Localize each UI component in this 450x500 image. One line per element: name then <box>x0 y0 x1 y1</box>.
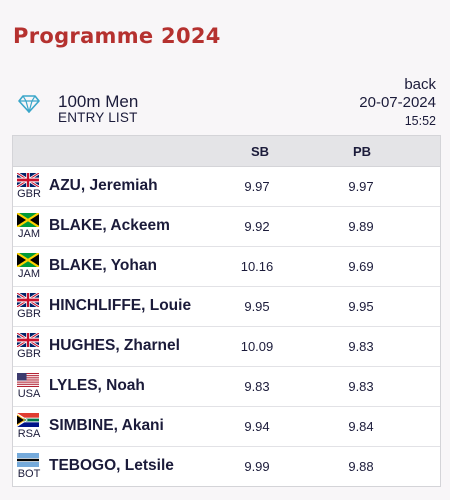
bot-flag-icon <box>17 453 39 467</box>
event-time: 15:52 <box>404 114 436 128</box>
entry-list-table: SB PB GBR AZU, Jeremiah 9.97 9.97 JAM BLAKE, … <box>12 135 441 487</box>
table-row[interactable]: GBR HUGHES, Zharnel 10.09 9.83 <box>13 327 440 367</box>
jam-flag-icon <box>16 251 40 269</box>
rsa-flag-icon <box>17 413 39 427</box>
athlete-name[interactable]: TEBOGO, Letsile <box>49 457 174 474</box>
table-row[interactable]: BOT TEBOGO, Letsile 9.99 9.88 <box>13 447 440 486</box>
personal-best: 9.84 <box>348 419 374 434</box>
personal-best: 9.83 <box>348 379 374 394</box>
gbr-flag-icon <box>16 171 40 189</box>
table-row[interactable]: USA LYLES, Noah 9.83 9.83 <box>13 367 440 407</box>
gbr-flag-icon <box>16 291 40 309</box>
personal-best: 9.83 <box>348 339 374 354</box>
season-best: 9.95 <box>244 299 270 314</box>
event-subtitle: ENTRY LIST <box>58 110 138 125</box>
personal-best: 9.95 <box>348 299 374 314</box>
table-row[interactable]: RSA SIMBINE, Akani 9.94 9.84 <box>13 407 440 447</box>
country-code: JAM <box>18 268 40 280</box>
athlete-name[interactable]: BLAKE, Ackeem <box>49 217 170 234</box>
table-row[interactable]: GBR AZU, Jeremiah 9.97 9.97 <box>13 167 440 207</box>
usa-flag-icon <box>17 373 39 387</box>
country-code: GBR <box>17 308 41 320</box>
athlete-name[interactable]: LYLES, Noah <box>49 377 145 394</box>
event-header: 100m Men ENTRY LIST back 20-07-2024 15:5… <box>0 76 450 132</box>
page-title: Programme 2024 <box>13 24 221 48</box>
athlete-name[interactable]: SIMBINE, Akani <box>49 417 164 434</box>
table-header: SB PB <box>13 136 440 167</box>
country-code: GBR <box>17 348 41 360</box>
season-best: 9.92 <box>244 219 270 234</box>
personal-best: 9.88 <box>348 459 374 474</box>
season-best: 9.99 <box>244 459 270 474</box>
personal-best: 9.89 <box>348 219 374 234</box>
season-best: 10.16 <box>240 259 274 274</box>
season-best: 9.97 <box>244 179 270 194</box>
season-best: 9.94 <box>244 419 270 434</box>
column-header-sb: SB <box>251 144 270 159</box>
season-best: 9.83 <box>244 379 270 394</box>
country-code: USA <box>17 388 41 400</box>
athlete-name[interactable]: HUGHES, Zharnel <box>49 337 180 354</box>
table-row[interactable]: JAM BLAKE, Ackeem 9.92 9.89 <box>13 207 440 247</box>
gbr-flag-icon <box>16 331 40 349</box>
table-row[interactable]: JAM BLAKE, Yohan 10.16 9.69 <box>13 247 440 287</box>
jam-flag-icon <box>16 211 40 229</box>
diamond-icon <box>18 95 40 113</box>
table-body: GBR AZU, Jeremiah 9.97 9.97 JAM BLAKE, Ackeem… <box>13 167 440 486</box>
column-header-pb: PB <box>353 144 372 159</box>
country-code: GBR <box>17 188 41 200</box>
country-code: BOT <box>17 468 41 480</box>
athlete-name[interactable]: HINCHLIFFE, Louie <box>49 297 192 314</box>
athlete-name[interactable]: AZU, Jeremiah <box>49 177 158 194</box>
country-code: RSA <box>17 428 41 440</box>
country-code: JAM <box>18 228 40 240</box>
personal-best: 9.97 <box>348 179 374 194</box>
season-best: 10.09 <box>240 339 274 354</box>
table-row[interactable]: GBR HINCHLIFFE, Louie 9.95 9.95 <box>13 287 440 327</box>
back-link[interactable]: back <box>404 76 436 93</box>
personal-best: 9.69 <box>348 259 374 274</box>
event-name: 100m Men <box>58 92 139 111</box>
athlete-name[interactable]: BLAKE, Yohan <box>49 257 157 274</box>
event-date: 20-07-2024 <box>359 94 436 111</box>
